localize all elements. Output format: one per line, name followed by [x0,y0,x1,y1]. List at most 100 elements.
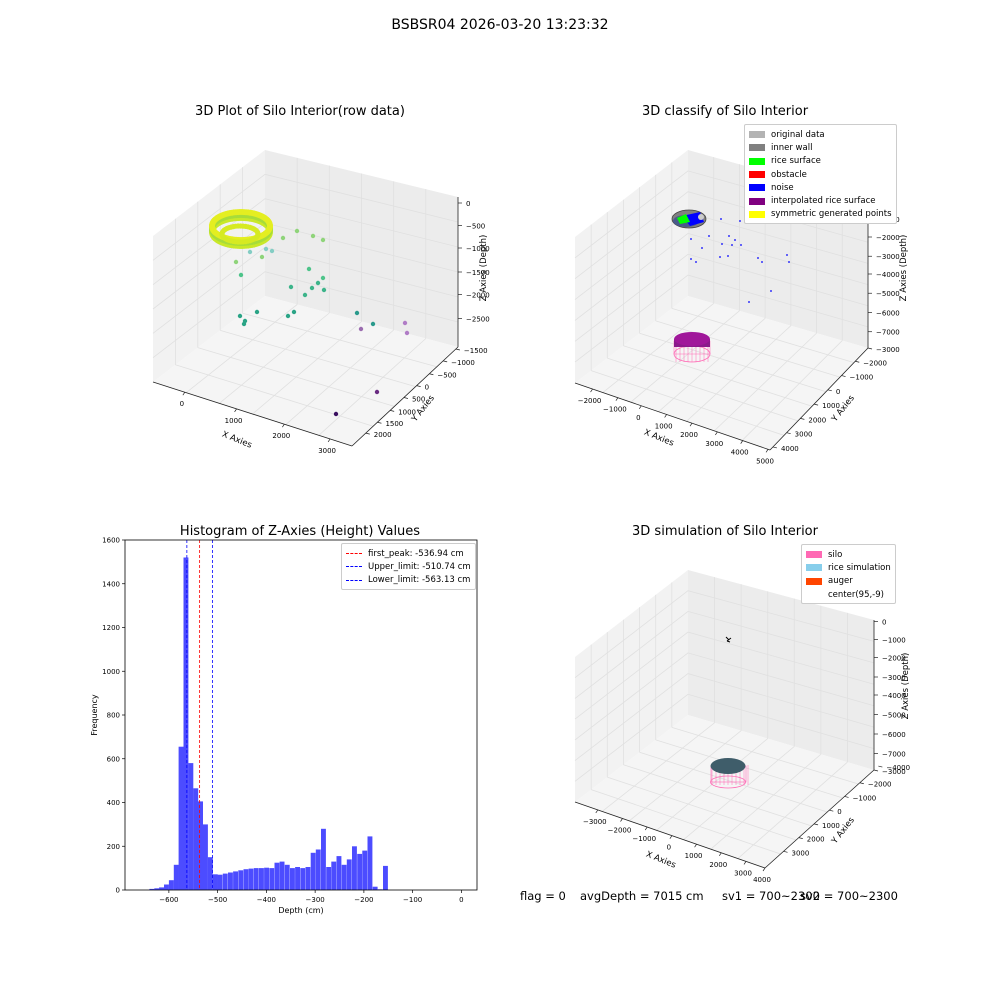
histogram-bar [198,801,203,890]
grid-wall-z [574,652,875,741]
legend-label: interpolated rice surface [771,196,876,207]
row-point [237,313,243,319]
row-point [306,266,312,272]
legend-entry: Lower_limit: -563.13 cm [346,574,471,587]
grid-floor-y [714,332,817,432]
x-tick [595,809,599,814]
grid-floor-x [591,789,781,855]
y-tick [455,348,460,351]
row-point [247,249,253,255]
legend-entry: silo [806,548,891,561]
y-tick [390,410,395,412]
y-tick-label: −3000 [882,768,906,776]
grid-floor-y [285,329,394,425]
histogram-bar [159,887,164,890]
legend-label: auger [828,576,853,587]
x-axis-line [574,801,766,869]
x-tick-label: 0 [180,400,184,408]
histogram-bar [203,824,208,890]
grid-wall-z [574,253,869,342]
z-tick-label: −5000 [882,712,906,720]
x-tick-label: −3000 [583,818,607,826]
figure-title: BSBSR04 2026-03-20 13:23:32 [391,17,609,33]
panel3-histogram: −600 −500 −400 −300 −200 −100 0 0 200 400 600 800 10… [90,537,478,915]
y-tick-label: 2000 [374,431,392,439]
x-axis-line [574,382,771,451]
x-tick [743,861,747,865]
z-tick-label: −6000 [882,731,906,739]
y-tick [829,809,834,812]
x-tick-label: 5000 [756,457,774,465]
y-tick-label: 0 [837,808,841,816]
x-tick-label: 3000 [734,869,752,877]
status-flag: flag = 0 [520,889,566,903]
x-axis-label: X Axies [644,850,677,871]
grid-floor-x [591,370,785,436]
z-tick-label: 0 [466,200,470,208]
y-tick-label: 1400 [102,580,120,588]
y-tick [798,837,803,839]
histogram-bar [238,870,244,890]
y-tick-label: 1000 [398,408,416,416]
histogram-bar [269,868,275,890]
x-tick [327,438,331,443]
histogram-bar [248,868,254,890]
y-tick-label: −1000 [853,794,877,802]
row-point [291,309,297,315]
row-point [321,287,327,293]
panel3-title: Histogram of Z-Axies (Height) Values [179,524,421,539]
histogram-bar [193,788,199,890]
row-point [294,228,300,234]
y-tick-label: 1500 [385,420,403,428]
noise-point [739,220,741,222]
row-point [233,259,239,265]
x-tick-label: 2000 [272,432,290,440]
z-tick-label: −3000 [876,253,900,261]
silo-simulation [710,758,749,789]
x-tick-label: −2000 [578,397,602,405]
y-tick-label: 800 [107,712,120,720]
x-tick-label: 2000 [680,431,698,439]
z-tick-label: −3000 [882,674,906,682]
grid-wall-z [152,198,459,286]
legend-label: original data [771,129,825,140]
x-tick-label: −1000 [603,406,627,414]
x-tick-label: 1000 [685,852,703,860]
z-tick-label: −4000 [876,271,900,279]
legend-swatch [806,591,822,598]
legend-entry: rice surface [749,155,892,168]
row-point [302,292,308,298]
grid-floor-y [219,312,330,404]
histogram-bar [228,872,233,890]
legend-swatch [749,144,765,152]
histogram-bar [233,871,238,890]
status-sv2: sv2 = 700~2300 [800,889,898,903]
y-tick [813,823,819,826]
pane-left [575,150,688,383]
z-tick-label: 0 [882,619,886,627]
legend-label: rice surface [771,156,821,167]
y-tick-label: 3000 [795,431,813,439]
histogram-bar [290,868,295,890]
row-point [310,233,316,239]
noise-point [708,235,710,237]
rice-surface-points [677,214,690,224]
x-tick [664,414,667,418]
x-tick-label: 3000 [318,447,336,455]
row-point [374,389,380,395]
x-axis-line [152,381,353,447]
grid-floor-x [639,332,827,393]
grid-floor-y [741,340,843,441]
x-tick [740,440,743,444]
noise-point [734,239,736,241]
histogram-bar [295,867,300,890]
noise-point [720,218,722,220]
x-tick [620,818,623,822]
histogram-bar [310,852,316,890]
x-axis-label: X Axies [642,428,675,449]
legend-swatch [749,171,765,179]
z-tick-label: −6000 [876,309,900,317]
grid-floor-y [737,761,848,859]
histogram-bar [300,868,306,890]
legend-label: noise [771,182,794,193]
